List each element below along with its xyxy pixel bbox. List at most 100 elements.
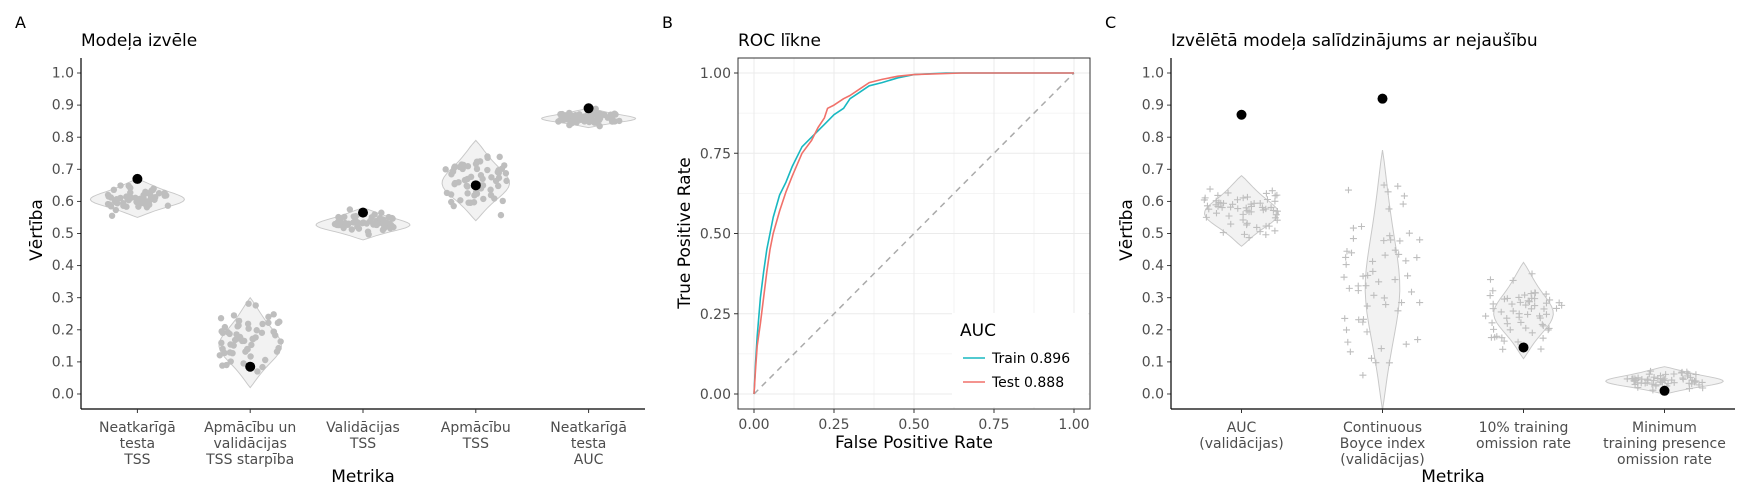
jitter-point bbox=[1652, 383, 1659, 389]
jitter-point bbox=[1227, 221, 1234, 227]
jitter-point bbox=[1243, 205, 1250, 211]
jitter-point bbox=[594, 116, 601, 123]
jitter-point bbox=[1217, 200, 1224, 206]
jitter-point bbox=[1350, 225, 1357, 231]
jitter-point bbox=[374, 220, 381, 227]
jitter-point bbox=[1227, 204, 1234, 210]
jitter-point bbox=[1244, 207, 1251, 213]
x-tick-label: Minimum bbox=[1632, 420, 1697, 436]
y-tick-label: 0.4 bbox=[52, 258, 74, 274]
jitter-point bbox=[503, 177, 510, 185]
jitter-point bbox=[262, 356, 269, 364]
jitter-point bbox=[217, 315, 225, 322]
y-tick-label: 0.2 bbox=[1142, 322, 1164, 338]
jitter-point bbox=[235, 317, 243, 325]
jitter-point bbox=[1528, 306, 1535, 312]
jitter-point bbox=[258, 329, 266, 336]
jitter-point bbox=[498, 165, 506, 172]
jitter-point bbox=[492, 177, 500, 185]
jitter-point bbox=[457, 197, 464, 204]
legend-title: AUC bbox=[960, 321, 996, 341]
jitter-point bbox=[227, 341, 234, 348]
jitter-point bbox=[1343, 248, 1350, 254]
x-tick-label: Apmācību un bbox=[204, 420, 296, 436]
x-tick-label: Boyce index bbox=[1340, 436, 1426, 452]
jitter-point bbox=[1489, 288, 1496, 294]
jitter-point bbox=[1368, 355, 1375, 361]
jitter-point bbox=[341, 213, 348, 221]
x-tick-label: 0.00 bbox=[738, 417, 769, 433]
jitter-point bbox=[1213, 210, 1220, 216]
jitter-point bbox=[277, 338, 284, 345]
panel-c-letter: C bbox=[1105, 13, 1116, 32]
roc-line-test bbox=[753, 72, 1074, 395]
jitter-point bbox=[1343, 327, 1350, 333]
jitter-point bbox=[259, 320, 266, 328]
y-tick-label: 0.8 bbox=[1142, 130, 1164, 146]
jitter-point bbox=[216, 352, 224, 359]
jitter-point bbox=[563, 116, 571, 123]
jitter-point bbox=[1504, 295, 1511, 301]
panel-c-xlabel: Metrika bbox=[1421, 467, 1484, 487]
jitter-point bbox=[346, 206, 354, 213]
panel-b-xlabel: False Positive Rate bbox=[835, 433, 993, 453]
jitter-point bbox=[447, 191, 455, 198]
panel-a-title: Modeļa izvēle bbox=[81, 31, 197, 51]
jitter-point bbox=[473, 165, 481, 173]
jitter-point bbox=[1528, 295, 1535, 301]
jitter-point bbox=[386, 220, 394, 228]
jitter-point bbox=[497, 211, 505, 219]
jitter-point bbox=[367, 217, 374, 225]
jitter-point bbox=[247, 353, 254, 360]
jitter-point bbox=[1516, 310, 1523, 316]
jitter-point bbox=[1385, 189, 1392, 195]
jitter-point bbox=[1658, 379, 1665, 385]
jitter-point bbox=[1260, 207, 1267, 213]
jitter-point bbox=[1517, 299, 1524, 305]
jitter-point bbox=[1416, 237, 1423, 243]
x-tick-label: Apmācību bbox=[441, 420, 511, 436]
y-tick-label: 0.3 bbox=[52, 290, 74, 306]
legend-label-train: Train 0.896 bbox=[991, 351, 1070, 367]
jitter-point bbox=[1638, 376, 1645, 382]
jitter-point bbox=[1493, 333, 1500, 339]
jitter-point bbox=[1648, 381, 1655, 387]
jitter-point bbox=[1651, 374, 1658, 380]
jitter-point bbox=[376, 214, 384, 222]
jitter-point bbox=[1546, 325, 1553, 331]
jitter-point bbox=[1522, 325, 1529, 331]
jitter-point bbox=[451, 164, 458, 172]
jitter-point bbox=[1540, 323, 1547, 329]
jitter-point bbox=[259, 363, 266, 371]
jitter-point bbox=[479, 175, 486, 183]
jitter-point bbox=[1510, 277, 1517, 283]
jitter-point bbox=[1515, 294, 1522, 300]
jitter-point bbox=[1346, 285, 1353, 291]
jitter-point bbox=[1498, 309, 1505, 315]
y-tick-label: 0.7 bbox=[1142, 162, 1164, 178]
y-tick-label: 0.0 bbox=[52, 387, 74, 403]
x-tick-label: TSS starpība bbox=[205, 452, 294, 468]
jitter-point bbox=[244, 320, 252, 328]
jitter-point bbox=[495, 182, 502, 190]
jitter-point bbox=[1387, 237, 1394, 243]
jitter-point bbox=[1401, 193, 1408, 199]
jitter-point bbox=[487, 186, 494, 193]
jitter-point bbox=[1696, 382, 1703, 388]
jitter-point bbox=[442, 166, 449, 173]
jitter-point bbox=[1662, 371, 1669, 377]
violin bbox=[1203, 175, 1280, 247]
jitter-point bbox=[155, 190, 163, 197]
jitter-point bbox=[1531, 302, 1538, 308]
jitter-point bbox=[245, 325, 252, 332]
jitter-point bbox=[132, 194, 139, 201]
jitter-point bbox=[1684, 373, 1691, 379]
selected-value-point bbox=[583, 103, 594, 114]
jitter-point bbox=[1406, 230, 1413, 236]
jitter-point bbox=[1343, 261, 1350, 267]
jitter-point bbox=[1225, 213, 1232, 219]
panel-b-y-ticks: 0.00 0.25 0.50 0.75 1.00 bbox=[700, 66, 738, 403]
jitter-point bbox=[451, 179, 459, 187]
